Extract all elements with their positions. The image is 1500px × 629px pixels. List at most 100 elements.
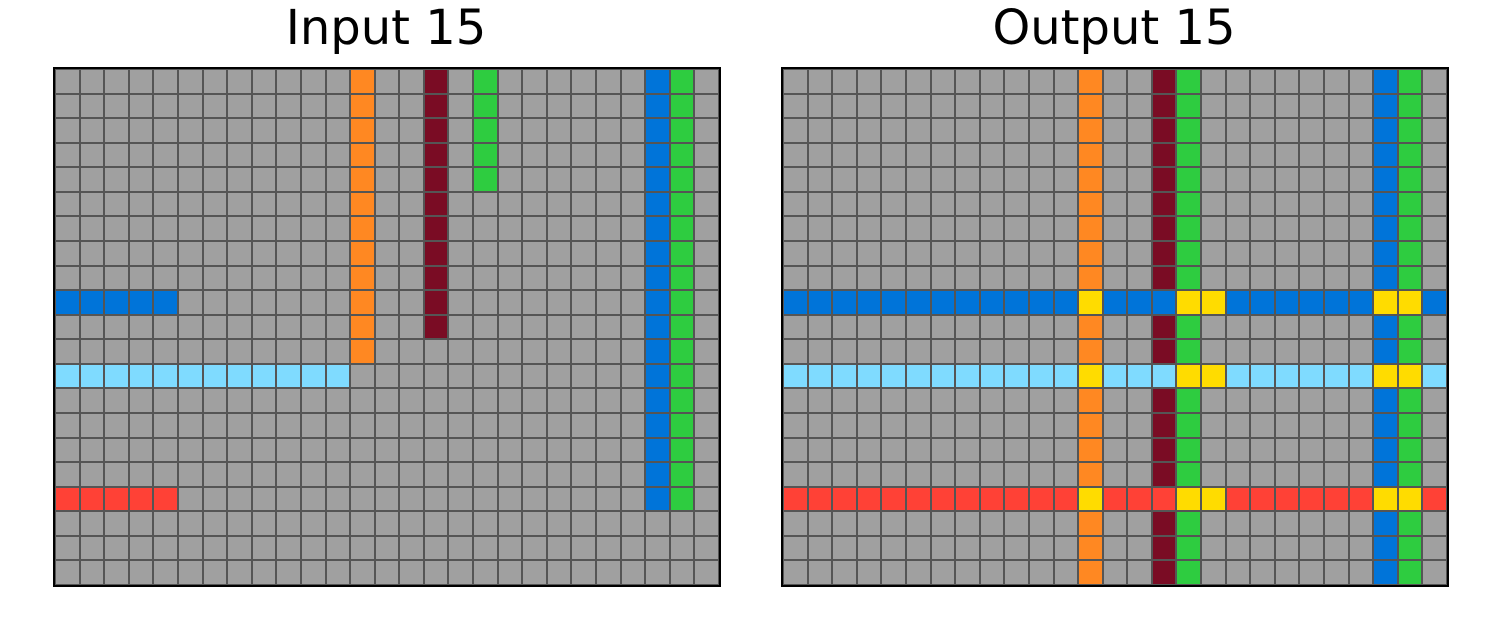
input-cell-gray [105,536,128,560]
input-cell-gray [572,192,596,216]
output-cell-gray [906,463,930,486]
output-cell-gray [1029,168,1053,191]
input-cell-gray [572,70,596,93]
output-cell-gray [808,266,832,290]
input-cell-gray [203,340,227,363]
input-cell-gray [375,364,399,388]
input-cell-green [670,94,694,118]
input-cell-orange [351,192,374,216]
output-cell-gray [857,340,881,363]
input-cell-gray [621,192,645,216]
output-cell-gray [857,192,881,216]
output-cell-gray [980,119,1004,142]
input-cell-gray [252,192,276,216]
output-cell-orange [1079,192,1102,216]
output-cell-gray [1226,143,1250,167]
output-cell-gray [833,340,856,363]
output-cell-gray [1202,119,1225,142]
input-cell-gray [523,512,546,535]
input-cell-blue [646,389,669,412]
output-cell-gray [906,536,930,560]
input-cell-gray [572,266,596,290]
output-cell-gray [808,463,832,486]
output-cell-green [1398,413,1422,437]
input-cell-blue [646,413,669,437]
output-cell-gray [833,192,856,216]
output-cell-yellow [1177,487,1201,511]
output-cell-gray [1054,536,1078,560]
input-cell-gray [228,241,251,265]
output-cell-gray [931,70,955,93]
input-cell-gray [547,438,571,462]
input-cell-gray [228,536,251,560]
input-cell-gray [695,217,718,240]
output-cell-gray [1325,536,1348,560]
output-cell-gray [1300,119,1324,142]
output-cell-red [808,487,832,511]
input-cell-gray [277,487,300,511]
output-cell-green [1398,536,1422,560]
input-cell-gray [178,217,202,240]
input-cell-gray [252,168,276,191]
output-cell-gray [1251,561,1274,584]
input-cell-gray [56,217,79,240]
output-cell-blue [1374,70,1397,93]
input-cell-gray [695,413,718,437]
output-cell-gray [906,94,930,118]
output-cell-gray [1325,217,1348,240]
output-cell-blue [1374,143,1397,167]
output-cell-gray [1349,192,1373,216]
output-cell-orange [1079,463,1102,486]
output-cell-gray [1275,438,1299,462]
output-cell-gray [1054,217,1078,240]
output-cell-gray [784,340,807,363]
output-cell-gray [1226,192,1250,216]
output-cell-gray [1054,512,1078,535]
input-cell-gray [154,119,177,142]
output-cell-yellow [1374,364,1397,388]
output-cell-red [980,487,1004,511]
output-cell-gray [931,266,955,290]
output-cell-gray [1029,561,1053,584]
input-cell-green [474,119,497,142]
input-cell-gray [154,340,177,363]
output-cell-gray [1325,241,1348,265]
output-cell-yellow [1177,364,1201,388]
output-cell-gray [1103,561,1127,584]
output-cell-maroon [1152,168,1176,191]
input-cell-gray [277,512,300,535]
output-cell-red [956,487,979,511]
output-cell-gray [833,315,856,339]
input-cell-gray [547,561,571,584]
output-cell-gray [1423,438,1446,462]
input-cell-gray [400,241,423,265]
output-cell-blue [1374,536,1397,560]
output-cell-gray [1202,143,1225,167]
output-cell-yellow [1079,291,1102,314]
output-cell-gray [906,512,930,535]
output-cell-orange [1079,561,1102,584]
output-cell-gray [833,266,856,290]
output-cell-gray [1423,266,1446,290]
output-cell-green [1177,536,1201,560]
input-cell-gray [597,413,620,437]
output-cell-green [1177,413,1201,437]
input-cell-gray [621,561,645,584]
output-cell-gray [1202,512,1225,535]
input-cell-blue [646,340,669,363]
input-cell-gray [252,561,276,584]
output-cell-gray [906,315,930,339]
input-cell-gray [326,487,350,511]
output-cell-gray [1054,340,1078,363]
input-cell-light-blue [178,364,202,388]
input-cell-gray [203,94,227,118]
output-cell-green [1398,561,1422,584]
output-cell-blue [1128,291,1151,314]
input-cell-gray [56,315,79,339]
output-cell-gray [956,217,979,240]
output-cell-gray [980,94,1004,118]
input-cell-gray [80,536,104,560]
input-cell-gray [621,315,645,339]
output-cell-gray [1423,143,1446,167]
input-cell-gray [523,266,546,290]
